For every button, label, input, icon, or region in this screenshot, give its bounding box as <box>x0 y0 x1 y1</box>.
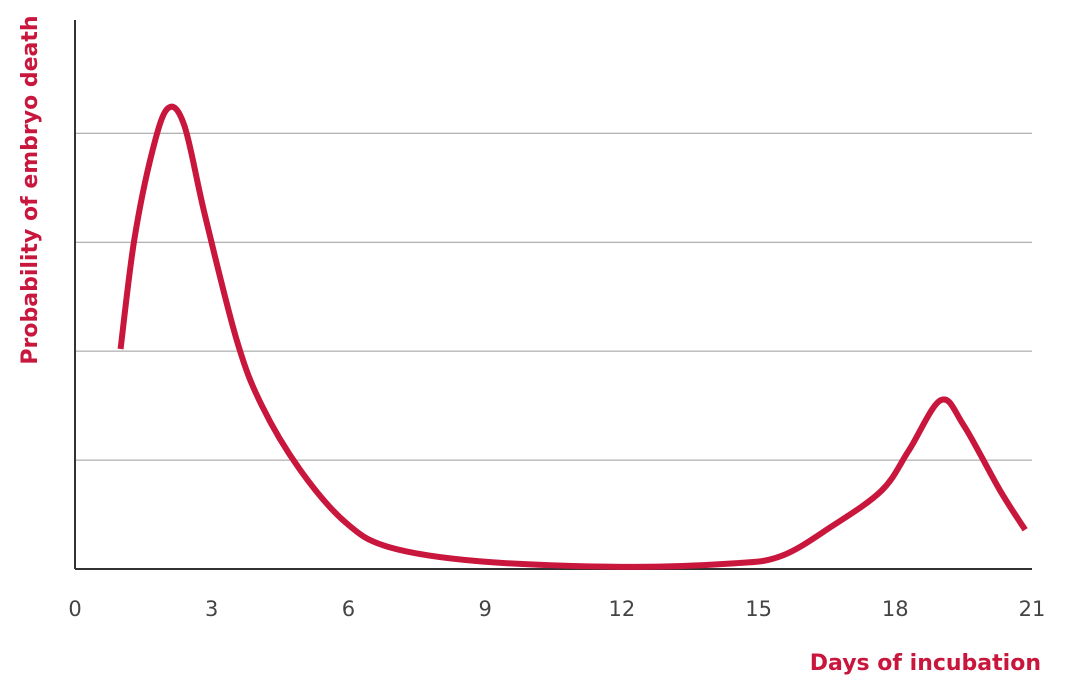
x-tick-label: 12 <box>608 597 635 621</box>
x-tick-label: 6 <box>342 597 355 621</box>
x-tick-label: 0 <box>68 597 81 621</box>
x-tick-label: 18 <box>882 597 909 621</box>
x-tick-label: 21 <box>1019 597 1046 621</box>
y-axis-label: Probability of embryo death <box>18 15 43 364</box>
x-tick-label: 3 <box>205 597 218 621</box>
data-line <box>117 103 1028 570</box>
x-tick-label: 15 <box>745 597 772 621</box>
x-tick-label: 9 <box>478 597 491 621</box>
x-axis-label: Days of incubation <box>810 651 1041 676</box>
